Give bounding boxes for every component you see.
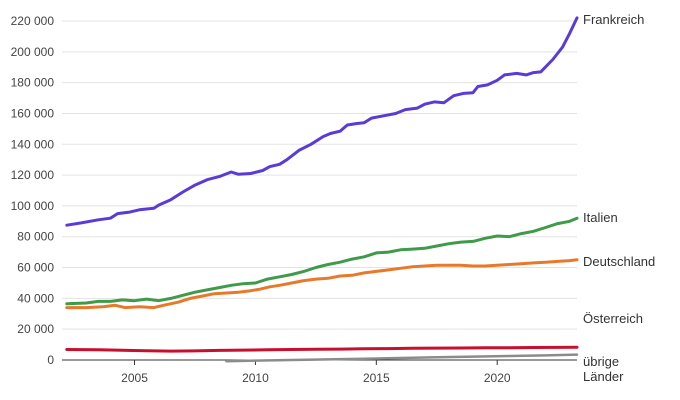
- y-tick-label-60000: 60 000: [17, 261, 54, 275]
- grid-lines: [62, 20, 577, 330]
- series-line-frankreich: [65, 16, 579, 227]
- x-tick-label-2005: 2005: [121, 371, 148, 385]
- x-tick-label-2010: 2010: [242, 371, 269, 385]
- series-labels: Frankreich Italien Deutschland Österreich üb…: [583, 12, 655, 384]
- y-tick-label-20000: 20 000: [17, 322, 54, 336]
- y-tick-label-40000: 40 000: [17, 291, 54, 305]
- y-tick-label-180000: 180 000: [11, 76, 55, 90]
- y-tick-label-200000: 200 000: [11, 45, 55, 59]
- series-label-frankreich: Frankreich: [583, 12, 644, 27]
- x-tick-label-2015: 2015: [363, 371, 390, 385]
- x-axis-ticks: 2005 2010 2015 2020: [121, 360, 511, 385]
- y-tick-label-0: 0: [47, 353, 54, 367]
- y-tick-label-140000: 140 000: [11, 137, 55, 151]
- series-line-uebrige-laender: [225, 353, 579, 363]
- x-tick-label-2020: 2020: [484, 371, 511, 385]
- series-lines: [65, 16, 579, 363]
- y-tick-label-120000: 120 000: [11, 168, 55, 182]
- series-line-deutschland: [65, 258, 579, 310]
- y-tick-label-160000: 160 000: [11, 106, 55, 120]
- y-tick-label-80000: 80 000: [17, 230, 54, 244]
- series-label-oesterreich: Österreich: [583, 311, 643, 326]
- series-label-uebrige-laender: übrige Länder: [583, 354, 624, 384]
- y-tick-label-220000: 220 000: [11, 14, 55, 28]
- series-line-italien: [65, 216, 579, 306]
- series-label-italien: Italien: [583, 210, 618, 225]
- y-tick-label-100000: 100 000: [11, 199, 55, 213]
- series-label-deutschland: Deutschland: [583, 254, 655, 269]
- y-axis-ticks: 0 20 000 40 000 60 000 80 000 100 000 120 000 1…: [11, 14, 55, 367]
- series-line-oesterreich: [65, 345, 579, 353]
